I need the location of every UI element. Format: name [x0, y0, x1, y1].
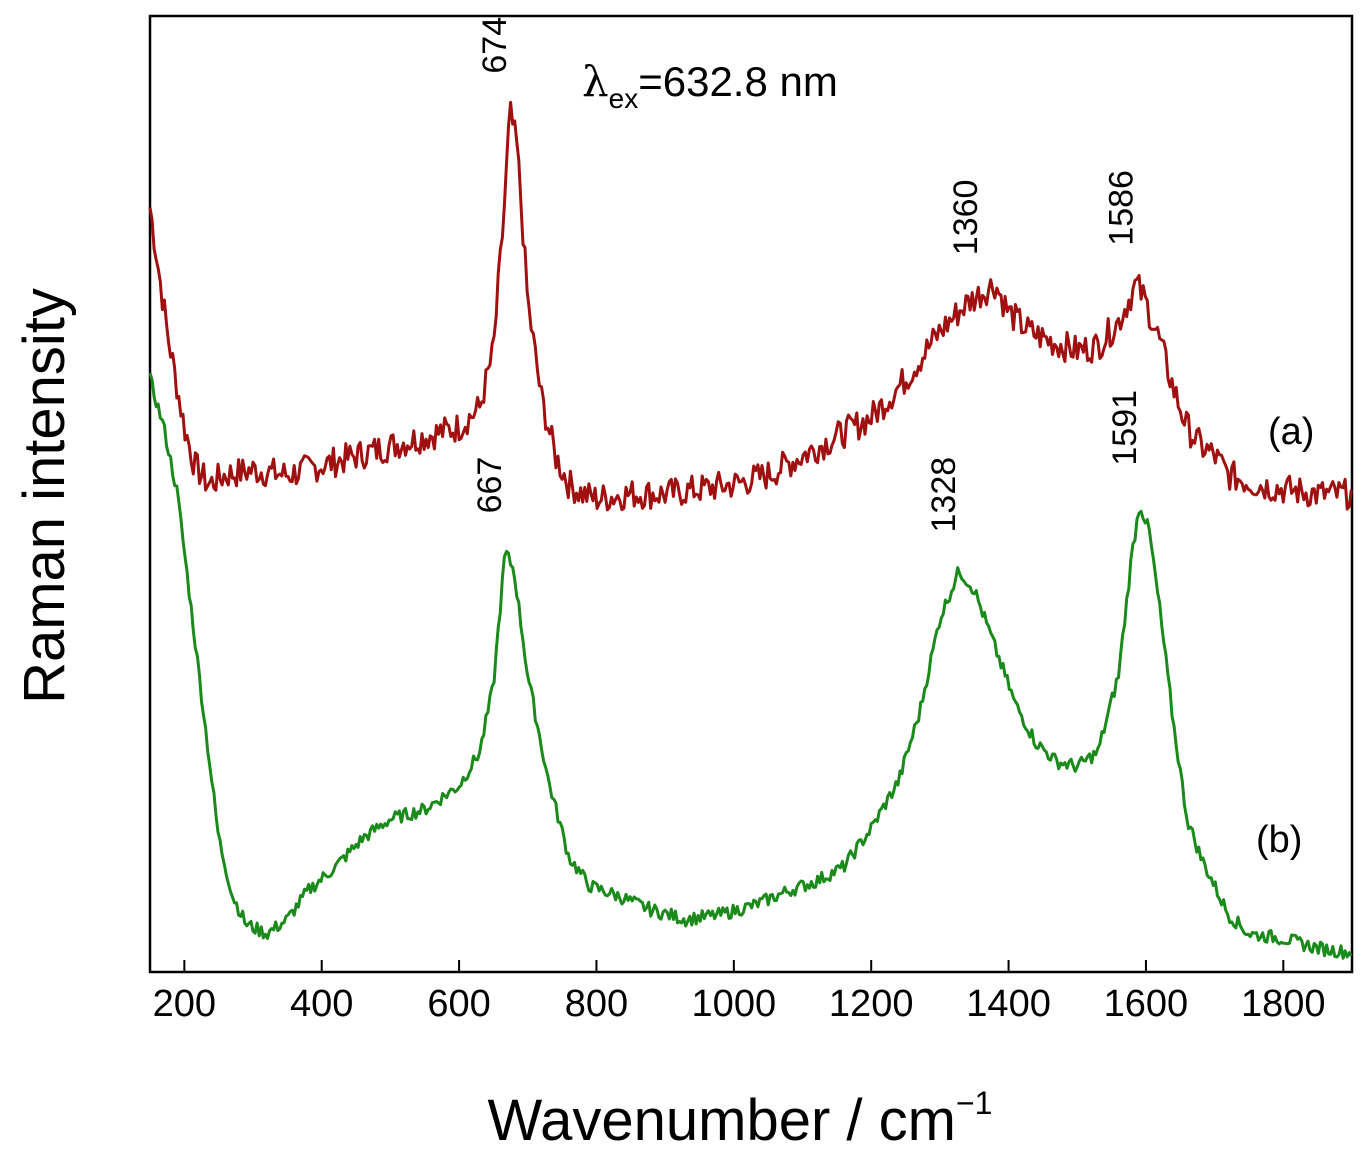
x-tick-label: 1400 [966, 983, 1051, 1025]
x-tick-label: 1800 [1241, 983, 1326, 1025]
series-line-a [148, 100, 1353, 512]
series-line-b [148, 372, 1353, 960]
x-axis-title-text: Wavenumber / cm [488, 1088, 956, 1153]
peak-label: 1328 [925, 457, 963, 533]
lambda-subscript: ex [609, 83, 639, 114]
annotation-value: =632.8 nm [638, 58, 838, 105]
peak-label: 1591 [1106, 390, 1144, 466]
lambda-symbol: λ [582, 57, 609, 106]
series-label-a: (a) [1268, 411, 1314, 453]
x-tick-label: 1600 [1104, 983, 1189, 1025]
peak-labels: 674 1360 1586 667 1328 1591 [471, 17, 1144, 533]
peak-label: 674 [476, 17, 514, 74]
x-tick-label: 1000 [692, 983, 777, 1025]
excitation-wavelength-annotation: λex=632.8 nm [582, 57, 838, 114]
x-tick-label: 600 [427, 983, 490, 1025]
plot-frame [148, 14, 1354, 974]
x-tick-label: 200 [153, 983, 216, 1025]
peak-label: 1586 [1102, 170, 1140, 246]
x-tick-label: 400 [290, 983, 353, 1025]
x-tick-label: 1200 [829, 983, 914, 1025]
series-layer: (a) (b) [148, 100, 1353, 960]
series-label-b: (b) [1256, 819, 1302, 861]
y-axis-title: Raman intensity [12, 288, 77, 704]
x-tick-label: 800 [565, 983, 628, 1025]
x-axis: 200 400 600 800 1000 1200 1400 1600 1800 [153, 960, 1326, 1025]
x-axis-title-superscript: −1 [956, 1085, 992, 1121]
peak-label: 1360 [947, 180, 985, 256]
peak-label: 667 [471, 457, 509, 514]
x-axis-title: Wavenumber / cm−1 [488, 1085, 993, 1153]
